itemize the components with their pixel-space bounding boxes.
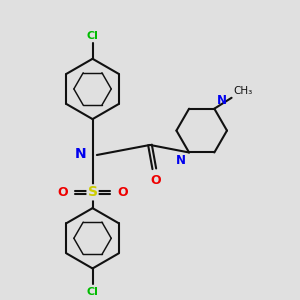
Text: N: N xyxy=(75,147,87,160)
Text: Cl: Cl xyxy=(87,286,98,296)
Text: N: N xyxy=(176,154,186,167)
Text: CH₃: CH₃ xyxy=(234,86,253,96)
Text: O: O xyxy=(57,186,68,199)
Text: O: O xyxy=(150,174,161,187)
Text: Cl: Cl xyxy=(87,31,98,41)
Text: O: O xyxy=(118,186,128,199)
Text: S: S xyxy=(88,185,98,199)
Text: N: N xyxy=(217,94,227,107)
